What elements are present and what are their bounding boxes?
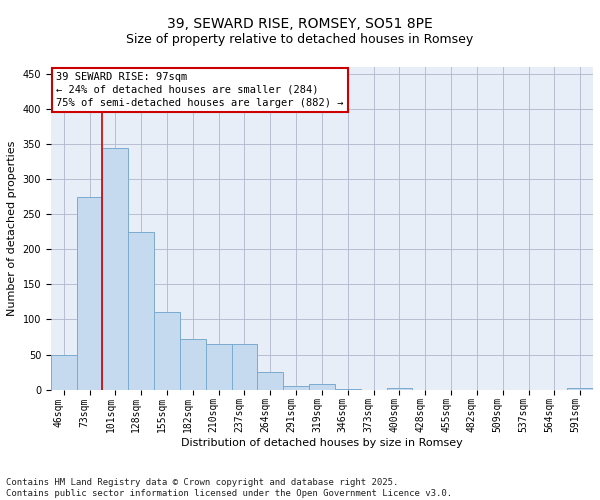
Bar (77, 196, 103, 390)
Y-axis label: Number of detached properties: Number of detached properties (7, 140, 17, 316)
Text: 39 SEWARD RISE: 97sqm
← 24% of detached houses are smaller (284)
75% of semi-det: 39 SEWARD RISE: 97sqm ← 24% of detached … (56, 72, 344, 108)
Bar (335, 389, 361, 390)
Bar (386, 388, 412, 390)
X-axis label: Distribution of detached houses by size in Romsey: Distribution of detached houses by size … (181, 438, 463, 448)
Text: Contains HM Land Registry data © Crown copyright and database right 2025.
Contai: Contains HM Land Registry data © Crown c… (6, 478, 452, 498)
Bar (128, 232, 154, 390)
Bar (283, 386, 309, 390)
Bar (257, 372, 283, 390)
Bar (309, 384, 335, 390)
Bar (103, 148, 128, 390)
Text: 39, SEWARD RISE, ROMSEY, SO51 8PE: 39, SEWARD RISE, ROMSEY, SO51 8PE (167, 18, 433, 32)
Bar (206, 344, 232, 390)
Bar (51, 354, 77, 390)
Text: Size of property relative to detached houses in Romsey: Size of property relative to detached ho… (127, 32, 473, 46)
Bar (154, 312, 180, 390)
Bar (232, 344, 257, 390)
Bar (180, 339, 206, 390)
Bar (567, 388, 593, 390)
